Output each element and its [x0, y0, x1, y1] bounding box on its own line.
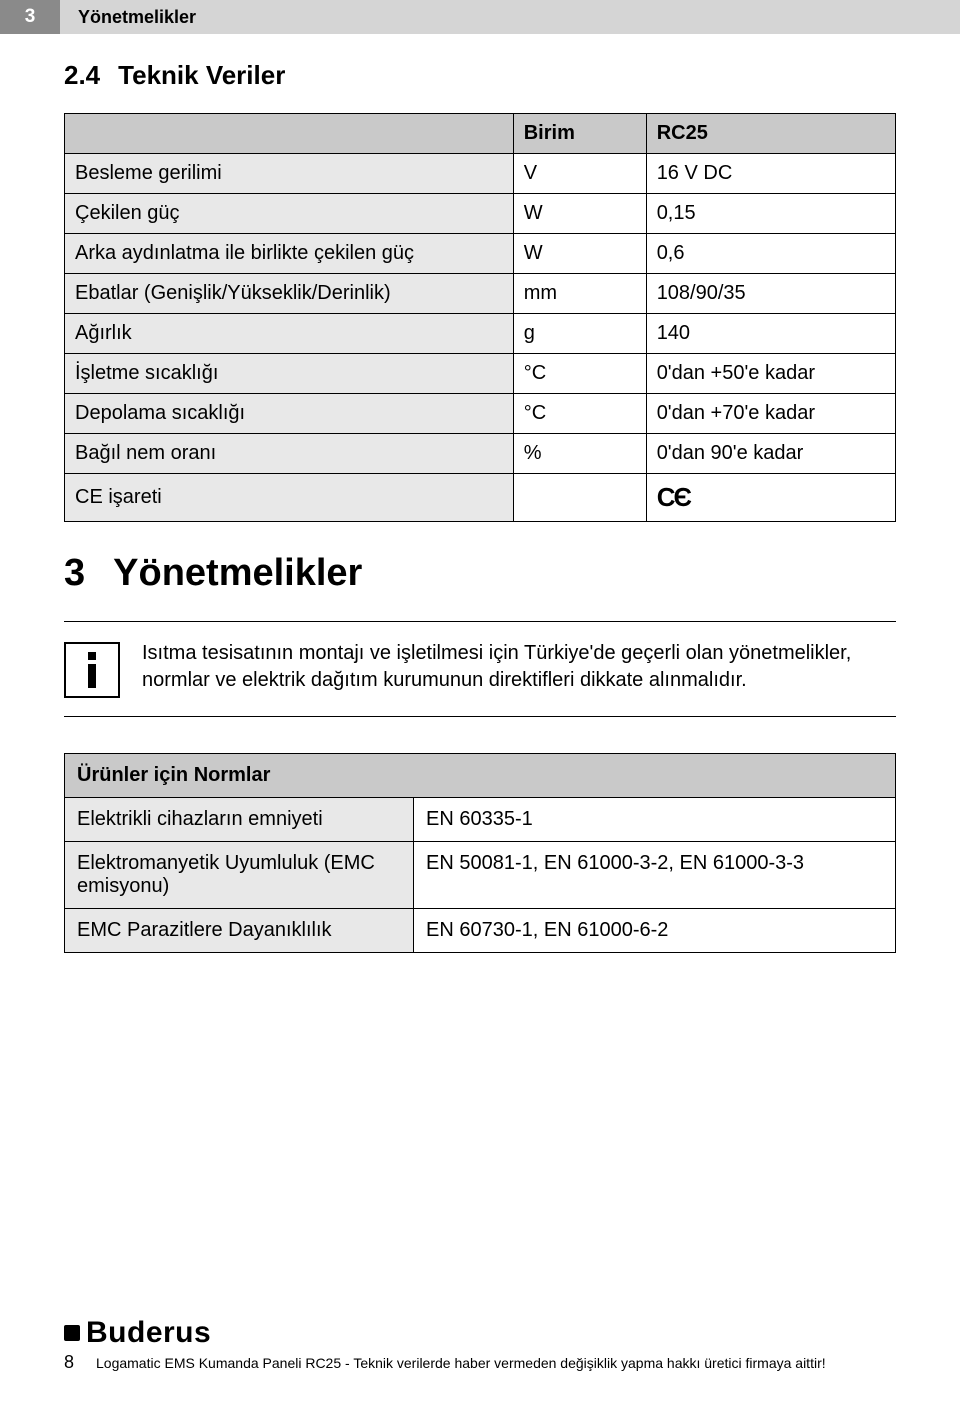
table-row: Arka aydınlatma ile birlikte çekilen güç…: [65, 234, 896, 274]
section-number: 3: [64, 552, 85, 595]
row-label: Bağıl nem oranı: [65, 434, 514, 474]
section-title: Yönetmelikler: [113, 552, 362, 595]
row-value: 16 V DC: [646, 154, 895, 194]
norm-value: EN 60335-1: [414, 798, 896, 842]
table-row: CE işareti CЄ: [65, 474, 896, 522]
table-header-row: Ürünler için Normlar: [65, 754, 896, 798]
row-unit: g: [513, 314, 646, 354]
row-label: Arka aydınlatma ile birlikte çekilen güç: [65, 234, 514, 274]
section-2-4-heading: 2.4 Teknik Veriler: [64, 60, 896, 91]
row-unit: W: [513, 194, 646, 234]
row-value: 108/90/35: [646, 274, 895, 314]
row-unit: %: [513, 434, 646, 474]
norm-label: Elektromanyetik Uyumluluk (EMC emisyonu): [65, 842, 414, 909]
row-unit: °C: [513, 394, 646, 434]
info-note: Isıtma tesisatının montajı ve işletilmes…: [64, 621, 896, 717]
chapter-title: Yönetmelikler: [60, 0, 960, 34]
norms-table: Ürünler için Normlar Elektrikli cihazlar…: [64, 753, 896, 953]
row-unit: [513, 474, 646, 522]
row-value: 140: [646, 314, 895, 354]
page-footer: Buderus 8 Logamatic EMS Kumanda Paneli R…: [0, 1316, 960, 1373]
table-header-model: RC25: [646, 114, 895, 154]
ce-mark-icon: CЄ: [657, 482, 690, 512]
row-label: Ağırlık: [65, 314, 514, 354]
row-label: Ebatlar (Genişlik/Yükseklik/Derinlik): [65, 274, 514, 314]
norms-caption: Ürünler için Normlar: [65, 754, 896, 798]
technical-data-table: Birim RC25 Besleme gerilimiV16 V DCÇekil…: [64, 113, 896, 522]
row-unit: V: [513, 154, 646, 194]
table-header-row: Birim RC25: [65, 114, 896, 154]
norm-label: Elektrikli cihazların emniyeti: [65, 798, 414, 842]
brand-logo: Buderus: [64, 1316, 920, 1350]
table-row: Elektromanyetik Uyumluluk (EMC emisyonu)…: [65, 842, 896, 909]
brand-name: Buderus: [86, 1316, 211, 1350]
row-label: Besleme gerilimi: [65, 154, 514, 194]
info-icon-stem: [88, 664, 96, 688]
table-row: Bağıl nem oranı%0'dan 90'e kadar: [65, 434, 896, 474]
table-row: Besleme gerilimiV16 V DC: [65, 154, 896, 194]
footer-disclaimer: Logamatic EMS Kumanda Paneli RC25 - Tekn…: [96, 1355, 826, 1371]
row-value: CЄ: [646, 474, 895, 522]
info-text: Isıtma tesisatının montajı ve işletilmes…: [142, 640, 896, 698]
row-unit: W: [513, 234, 646, 274]
info-icon: [64, 642, 120, 698]
row-unit: °C: [513, 354, 646, 394]
table-row: Çekilen güçW0,15: [65, 194, 896, 234]
table-header-unit: Birim: [513, 114, 646, 154]
table-row: İşletme sıcaklığı°C0'dan +50'e kadar: [65, 354, 896, 394]
row-unit: mm: [513, 274, 646, 314]
table-row: EMC Parazitlere DayanıklılıkEN 60730-1, …: [65, 909, 896, 953]
norm-value: EN 60730-1, EN 61000-6-2: [414, 909, 896, 953]
page: 3 Yönetmelikler 2.4 Teknik Veriler Birim…: [0, 0, 960, 1401]
row-label: Depolama sıcaklığı: [65, 394, 514, 434]
info-icon-dot: [88, 652, 96, 660]
row-value: 0'dan 90'e kadar: [646, 434, 895, 474]
row-label: CE işareti: [65, 474, 514, 522]
table-row: Ağırlıkg140: [65, 314, 896, 354]
row-value: 0,6: [646, 234, 895, 274]
row-label: Çekilen güç: [65, 194, 514, 234]
row-value: 0'dan +50'e kadar: [646, 354, 895, 394]
row-label: İşletme sıcaklığı: [65, 354, 514, 394]
chapter-number-badge: 3: [0, 0, 60, 34]
section-title: Teknik Veriler: [118, 60, 285, 91]
row-value: 0'dan +70'e kadar: [646, 394, 895, 434]
table-row: Elektrikli cihazların emniyetiEN 60335-1: [65, 798, 896, 842]
footer-bottom: 8 Logamatic EMS Kumanda Paneli RC25 - Te…: [64, 1352, 920, 1373]
section-3-heading: 3 Yönetmelikler: [64, 552, 896, 595]
page-number: 8: [64, 1352, 78, 1373]
table-row: Ebatlar (Genişlik/Yükseklik/Derinlik)mm1…: [65, 274, 896, 314]
norm-value: EN 50081-1, EN 61000-3-2, EN 61000-3-3: [414, 842, 896, 909]
table-row: Depolama sıcaklığı°C0'dan +70'e kadar: [65, 394, 896, 434]
row-value: 0,15: [646, 194, 895, 234]
brand-square-icon: [64, 1325, 80, 1341]
chapter-header: 3 Yönetmelikler: [0, 0, 960, 34]
section-number: 2.4: [64, 60, 100, 91]
content-area: 2.4 Teknik Veriler Birim RC25 Besleme ge…: [0, 60, 960, 953]
table-header-empty: [65, 114, 514, 154]
norm-label: EMC Parazitlere Dayanıklılık: [65, 909, 414, 953]
